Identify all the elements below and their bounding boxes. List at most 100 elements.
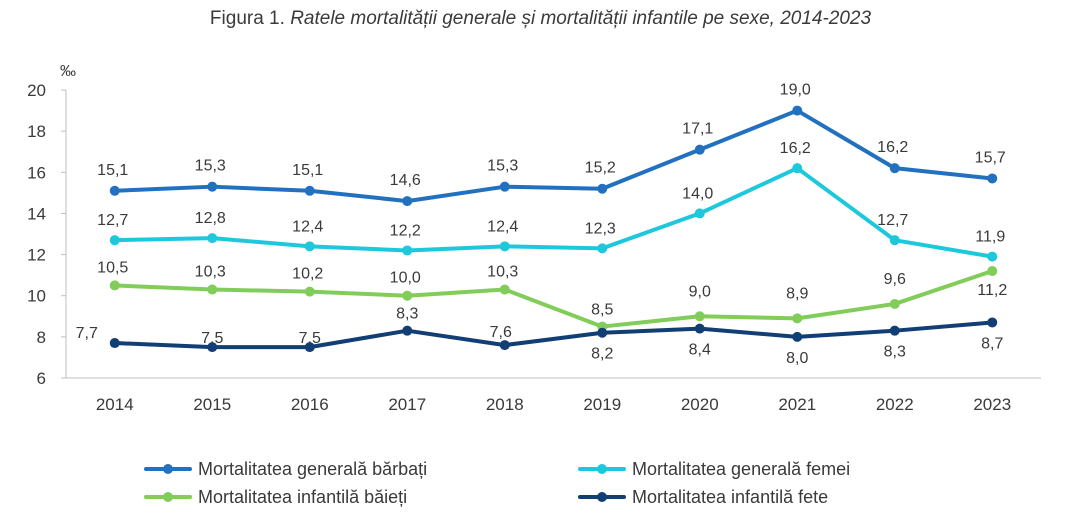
data-point-marker (207, 342, 218, 353)
data-label: 12,8 (195, 210, 226, 227)
data-label: 12,7 (877, 212, 908, 229)
y-axis-unit-label: ‰ (60, 63, 76, 80)
y-tick-label: 14 (27, 204, 46, 223)
x-tick-label: 2014 (96, 395, 134, 414)
y-tick-label: 10 (27, 287, 46, 306)
series-line (112, 166, 995, 259)
data-label: 7,6 (490, 324, 512, 341)
x-tick-label: 2017 (388, 395, 426, 414)
data-point-marker (792, 105, 803, 116)
x-tick-label: 2018 (486, 395, 524, 414)
y-tick-label: 16 (27, 163, 46, 182)
data-point-marker (987, 317, 998, 328)
data-label: 8,9 (786, 285, 808, 302)
data-point-marker (109, 235, 120, 246)
y-tick-label: 6 (37, 369, 46, 388)
data-label: 7,7 (76, 325, 98, 342)
x-tick-label: 2023 (973, 395, 1011, 414)
data-point-marker (694, 208, 705, 219)
series-group: 15,1 15,3 15,1 14,6 15,3 15,2 17,1 19,0 16,2 15,7 (97, 82, 1006, 207)
series-group: 10,5 10,3 10,2 10,0 10,3 8,5 9,0 8,9 9,6 11,2 (97, 259, 1007, 332)
data-point-marker (792, 331, 803, 342)
data-label: 12,7 (97, 212, 128, 229)
data-point-marker (402, 290, 413, 301)
data-point-marker (987, 251, 998, 262)
data-point-marker (889, 163, 900, 174)
data-label: 15,1 (292, 162, 323, 179)
data-point-marker (109, 185, 120, 196)
y-tick-label: 20 (27, 81, 46, 100)
legend-label: Mortalitatea generală bărbați (198, 459, 427, 479)
x-tick-label: 2016 (291, 395, 329, 414)
data-point-marker (499, 181, 510, 192)
data-point-marker (499, 340, 510, 351)
data-label: 15,7 (975, 149, 1006, 166)
legend-item: Mortalitatea generală bărbați (144, 459, 427, 479)
chart-axes: ‰ 6 8 10 12 14 16 18 20 2014 2015 2016 2017 2018 2019 2… (27, 63, 1041, 414)
chart-title-main: Ratele mortalității generale și mortalit… (290, 8, 872, 29)
data-label: 7,5 (299, 330, 321, 347)
data-label: 17,1 (682, 121, 713, 138)
data-label: 8,2 (591, 346, 613, 363)
data-label: 8,3 (396, 306, 418, 323)
data-label: 16,2 (780, 140, 811, 157)
series-group: 7,7 7,5 7,5 8,3 7,6 8,2 8,4 8,0 8,3 8,7 (76, 306, 1004, 367)
y-tick-label: 18 (27, 122, 46, 141)
series-group: 12,7 12,8 12,4 12,2 12,4 12,3 14,0 16,2 12,7 11,9 (97, 140, 1005, 262)
data-label: 12,3 (585, 220, 616, 237)
data-label: 8,7 (981, 335, 1003, 352)
data-label: 14,6 (390, 172, 421, 189)
data-point-marker (694, 311, 705, 322)
x-tick-label: 2021 (778, 395, 816, 414)
data-label: 8,4 (689, 342, 711, 359)
legend-swatch-marker (597, 464, 607, 474)
data-point-marker (694, 144, 705, 155)
data-label: 10,5 (97, 259, 128, 276)
data-point-marker (304, 185, 315, 196)
data-point-marker (402, 245, 413, 256)
data-point-marker (987, 173, 998, 184)
data-point-marker (109, 280, 120, 291)
data-label: 15,3 (487, 158, 518, 175)
data-point-marker (304, 342, 315, 353)
data-point-marker (207, 284, 218, 295)
data-label: 9,0 (689, 283, 711, 300)
data-label: 7,5 (201, 330, 223, 347)
data-label: 12,4 (487, 218, 518, 235)
data-point-marker (792, 313, 803, 324)
data-label: 15,1 (97, 162, 128, 179)
legend-item: Mortalitatea infantilă băieți (144, 487, 407, 507)
data-point-marker (109, 338, 120, 349)
x-tick-label: 2019 (583, 395, 621, 414)
chart-series: 15,1 15,3 15,1 14,6 15,3 15,2 17,1 19,0 16,2 15,7… (76, 82, 1008, 367)
data-label: 10,3 (487, 264, 518, 281)
series-line (112, 108, 995, 204)
data-label: 11,9 (975, 229, 1005, 246)
data-point-marker (402, 196, 413, 207)
data-label: 10,0 (390, 270, 421, 287)
data-label: 10,2 (292, 266, 323, 283)
data-point-marker (499, 241, 510, 252)
legend-swatch-marker (597, 492, 607, 502)
legend-swatch-marker (163, 464, 173, 474)
chart-legend: Mortalitatea generală bărbați Mortalitate… (144, 459, 850, 507)
data-label: 19,0 (780, 82, 811, 99)
data-label: 15,3 (195, 158, 226, 175)
data-label: 8,3 (884, 344, 906, 361)
legend-label: Mortalitatea generală femei (632, 459, 850, 479)
data-label: 11,2 (977, 282, 1007, 299)
data-point-marker (207, 233, 218, 244)
data-point-marker (889, 325, 900, 336)
data-label: 15,2 (585, 160, 616, 177)
data-label: 8,5 (591, 302, 613, 319)
data-label: 9,6 (884, 271, 906, 288)
data-point-marker (987, 266, 998, 277)
legend-label: Mortalitatea infantilă fete (632, 487, 828, 507)
data-point-marker (207, 181, 218, 192)
data-point-marker (597, 183, 608, 194)
legend-item: Mortalitatea generală femei (578, 459, 850, 479)
legend-label: Mortalitatea infantilă băieți (198, 487, 407, 507)
data-point-marker (304, 286, 315, 297)
data-point-marker (889, 298, 900, 309)
